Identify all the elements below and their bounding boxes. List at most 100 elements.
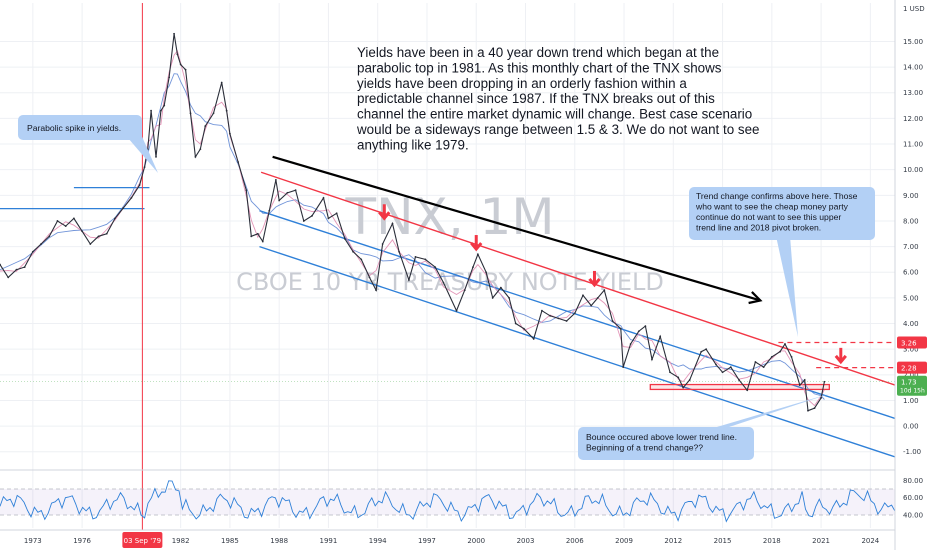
y-tick-label: 6.00 bbox=[903, 269, 919, 277]
red-down-arrow-head bbox=[470, 242, 483, 252]
price-point bbox=[746, 389, 749, 392]
price-point bbox=[491, 296, 494, 299]
parabolic-callout-text: Parabolic spike in yields. bbox=[27, 123, 121, 133]
price-point bbox=[463, 289, 466, 292]
annotation-line: Bounce occured above lower trend line. bbox=[586, 432, 737, 442]
price-point bbox=[541, 309, 543, 312]
price-point bbox=[779, 350, 781, 353]
price-tag-badge bbox=[897, 361, 927, 374]
price-point bbox=[603, 289, 606, 292]
price-point bbox=[352, 250, 354, 253]
price-point bbox=[514, 322, 517, 325]
price-point bbox=[225, 109, 228, 112]
price-point bbox=[176, 53, 179, 56]
oscillator-tick-label: 80.00 bbox=[903, 477, 923, 485]
price-point bbox=[582, 294, 584, 297]
annotation-line: continue do not want to see this upper bbox=[696, 212, 841, 222]
y-tick-label: 12.00 bbox=[903, 115, 923, 123]
price-point bbox=[705, 348, 708, 351]
cursor-date-badge bbox=[122, 532, 163, 548]
x-tick-label: 2006 bbox=[566, 537, 584, 545]
x-tick-label: 2009 bbox=[615, 537, 633, 545]
annotation-line: Beginning of a trend change?? bbox=[586, 443, 703, 453]
price-point bbox=[729, 366, 732, 369]
price-point bbox=[327, 217, 330, 220]
price-point bbox=[622, 366, 625, 369]
price-point bbox=[245, 189, 248, 192]
bounce-callout[interactable]: Bounce occured above lower trend line. Be… bbox=[578, 393, 832, 460]
price-tag-value: 2.28 bbox=[901, 365, 917, 373]
annotation-line: yields have been dropping in an orderly … bbox=[357, 76, 687, 91]
y-tick-label: 14.00 bbox=[903, 64, 923, 72]
price-point bbox=[414, 255, 417, 258]
price-point bbox=[302, 220, 305, 222]
x-tick-label: 2012 bbox=[664, 537, 682, 545]
support-zone-box bbox=[649, 383, 830, 391]
trend-change-callout[interactable]: Trend change confirms above here. Those w… bbox=[689, 187, 875, 337]
price-point bbox=[220, 81, 223, 84]
price-point bbox=[274, 179, 277, 181]
price-point bbox=[391, 222, 394, 225]
price-point bbox=[189, 112, 192, 115]
price-tag-value: 3.26 bbox=[901, 340, 917, 348]
drawings bbox=[0, 3, 896, 530]
cursor-date-label: 03 Sep '79 bbox=[124, 537, 161, 545]
oscillator-tick-label: 40.00 bbox=[903, 512, 923, 520]
price-point bbox=[143, 166, 146, 169]
y-tick-label: 11.00 bbox=[903, 141, 923, 149]
x-tick-label: 1988 bbox=[270, 537, 288, 545]
price-point bbox=[89, 243, 92, 245]
y-tick-label: 4.00 bbox=[903, 320, 919, 328]
price-point bbox=[7, 276, 10, 279]
red-down-arrow-head bbox=[834, 354, 847, 365]
price-point bbox=[15, 268, 18, 271]
red-down-arrow-2 bbox=[470, 235, 483, 252]
red-down-arrow-4 bbox=[834, 347, 847, 365]
annotation-line: who want to see the cheap money party bbox=[695, 202, 849, 212]
price-point bbox=[278, 199, 281, 202]
price-point bbox=[368, 276, 371, 279]
price-point bbox=[250, 235, 253, 238]
x-tick-label: 1982 bbox=[172, 537, 190, 545]
y-tick-label: 8.00 bbox=[903, 217, 919, 225]
price-point bbox=[476, 253, 479, 256]
price-point bbox=[72, 217, 75, 220]
price-point bbox=[565, 320, 568, 322]
price-point bbox=[590, 304, 593, 307]
drawing-marks bbox=[272, 155, 847, 365]
price-point bbox=[179, 63, 182, 66]
x-tick-label: 1997 bbox=[418, 537, 436, 545]
bounce-callout-pointer bbox=[700, 393, 832, 432]
upper-channel-line bbox=[260, 171, 896, 386]
price-tag-2.28: 2.28 bbox=[897, 361, 927, 374]
price-point bbox=[754, 361, 757, 363]
price-point bbox=[557, 317, 560, 320]
oscillator-pane bbox=[0, 469, 896, 523]
price-point bbox=[311, 214, 313, 217]
price-point bbox=[294, 189, 297, 192]
price-point bbox=[596, 296, 599, 299]
annotation-line: Trend change confirms above here. Those bbox=[696, 191, 858, 201]
annotation-line: predictable channel since 1987. If the T… bbox=[357, 91, 715, 106]
x-tick-label: 1994 bbox=[369, 537, 387, 545]
price-point bbox=[150, 109, 152, 112]
price-point bbox=[398, 250, 400, 253]
name-watermark: CBOE 10 YR TREASURY NOTE YIELD bbox=[236, 268, 664, 296]
price-point bbox=[424, 258, 427, 261]
price-point bbox=[644, 325, 647, 327]
annotation-line: trend line and 2018 pivot broken. bbox=[696, 223, 821, 233]
parabolic-callout[interactable]: Parabolic spike in yields. bbox=[18, 115, 158, 173]
x-tick-label: 1976 bbox=[73, 537, 91, 545]
parabolic-callout-box bbox=[18, 115, 142, 140]
price-point bbox=[375, 289, 377, 292]
oscillator-tick-label: 60.00 bbox=[903, 494, 923, 502]
y-tick-label: 2.00 bbox=[903, 371, 919, 379]
annotation-line: would be a sideways range between 1.5 & … bbox=[356, 122, 759, 137]
price-point bbox=[360, 258, 363, 261]
price-point bbox=[212, 112, 215, 115]
x-tick-label: 2024 bbox=[861, 537, 879, 545]
price-point bbox=[522, 327, 525, 330]
